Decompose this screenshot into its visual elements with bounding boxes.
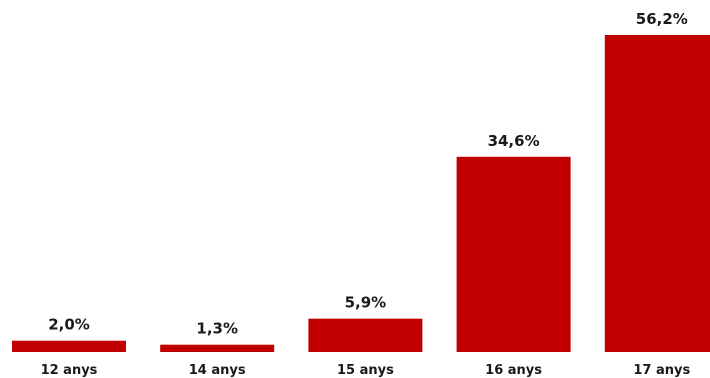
value-label-17-anys: 56,2% [636,10,688,28]
bar-15-anys [308,319,422,352]
bar-14-anys [160,345,274,352]
value-label-16-anys: 34,6% [488,132,540,150]
category-label-15-anys: 15 anys [337,363,394,378]
bar-17-anys [605,35,710,352]
category-label-14-anys: 14 anys [189,363,246,378]
category-label-16-anys: 16 anys [485,363,542,378]
value-labels-group: 2,0% 1,3% 5,9% 34,6% 56,2% [48,10,688,338]
bar-12-anys [12,341,126,352]
category-label-17-anys: 17 anys [633,363,690,378]
value-label-15-anys: 5,9% [345,294,387,312]
category-label-12-anys: 12 anys [41,363,98,378]
category-labels-group: 12 anys 14 anys 15 anys 16 anys 17 anys [41,363,691,378]
value-label-14-anys: 1,3% [196,320,238,338]
value-label-12-anys: 2,0% [48,316,90,334]
bar-16-anys [457,157,571,352]
